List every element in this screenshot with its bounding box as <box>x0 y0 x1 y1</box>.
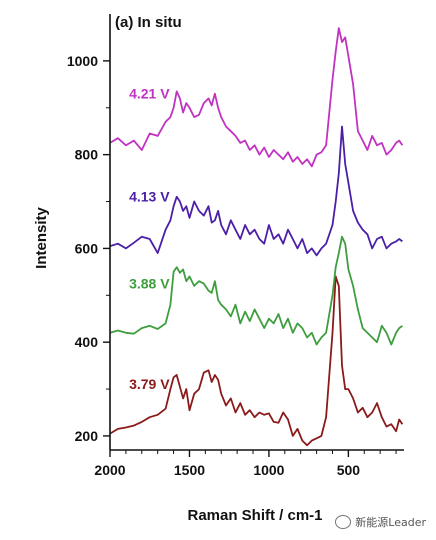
series-label: 4.13 V <box>129 189 170 205</box>
series-layer <box>109 27 404 447</box>
series-label: 4.21 V <box>129 85 170 101</box>
y-tick-label: 200 <box>75 428 99 444</box>
y-tick-label: 600 <box>75 240 99 256</box>
series-line-2 <box>109 235 403 346</box>
chart-title: (a) In situ <box>115 14 182 31</box>
y-axis-title: Intensity <box>33 207 50 269</box>
series-line-4 <box>109 27 404 168</box>
x-tick-label: 2000 <box>94 462 125 478</box>
axes-layer: 2000 1500 1000 500 200 400 600 800 1000 <box>67 14 404 478</box>
series-line-3 <box>109 125 403 257</box>
x-tick-label: 1500 <box>174 462 205 478</box>
y-tick-label: 400 <box>75 334 99 350</box>
labels-layer: 3.79 V 3.88 V 4.13 V 4.21 V <box>129 85 170 392</box>
x-tick-label: 1000 <box>253 462 284 478</box>
series-line-1 <box>109 275 404 447</box>
watermark: 新能源Leader <box>335 514 426 530</box>
wechat-icon <box>335 515 352 529</box>
y-tick-label: 800 <box>75 147 99 163</box>
x-tick-label: 500 <box>337 462 361 478</box>
series-label: 3.88 V <box>129 275 170 291</box>
x-axis-title: Raman Shift / cm-1 <box>187 507 322 524</box>
series-label: 3.79 V <box>129 376 170 392</box>
watermark-text: 新能源Leader <box>355 516 426 529</box>
y-tick-label: 1000 <box>67 53 98 69</box>
